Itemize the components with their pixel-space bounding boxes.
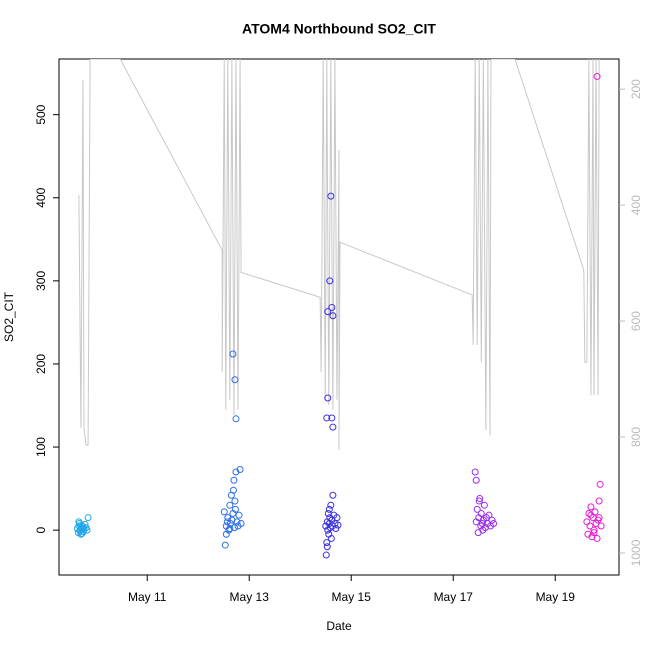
point [226,501,234,509]
point [79,525,87,533]
point [329,491,337,499]
point [477,510,485,518]
point [236,465,244,473]
point [479,526,487,534]
y2-tick-label: 200 [629,79,643,99]
plot-frame [58,58,620,576]
point [220,508,228,516]
point [231,505,239,513]
x-tick-label: May 17 [434,590,474,604]
point [83,526,91,534]
point [323,414,331,422]
x-tick-label: May 19 [536,590,576,604]
point [237,519,245,527]
point [323,543,331,551]
point [229,486,237,494]
y-tick-label: 300 [34,271,48,291]
point [595,514,603,522]
x-tick-label: May 13 [230,590,270,604]
point [235,511,243,519]
point [323,539,331,547]
point [485,511,493,519]
point [476,495,484,503]
point [232,415,240,423]
point [231,497,239,505]
point [231,376,239,384]
point [230,524,238,532]
point [590,529,598,537]
point [222,530,230,538]
point [229,350,237,358]
point [326,277,334,285]
y-tick-label: 500 [34,104,48,124]
point [327,192,335,200]
point [221,541,229,549]
point [329,423,337,431]
point [480,501,488,509]
point [333,514,341,522]
point [596,480,604,488]
point [593,534,601,542]
point [595,497,603,505]
point [488,516,496,524]
y-tick-label: 200 [34,354,48,374]
point [471,468,479,476]
point [585,510,593,518]
point [233,518,241,526]
point [587,511,595,519]
point [327,534,335,542]
point [324,308,332,316]
point [328,303,336,311]
chart-title: ATOM4 Northbound SO2_CIT [242,21,436,37]
y-tick-label: 400 [34,187,48,207]
y2-tick-label: 800 [629,427,643,447]
point [327,501,335,509]
point [84,514,92,522]
point [472,476,480,484]
point [226,519,234,527]
point [590,526,598,534]
x-tick-label: May 15 [332,590,372,604]
point [328,414,336,422]
point [490,519,498,527]
point [75,518,83,526]
point [587,503,595,511]
y-tick-label: 0 [34,526,48,533]
point [475,497,483,505]
point [226,524,234,532]
y2-tick-label: 1000 [629,539,643,566]
point [230,476,238,484]
y-tick-label: 100 [34,437,48,457]
point [473,505,481,513]
point [593,72,601,80]
y2-tick-label: 400 [629,195,643,215]
point [586,522,594,530]
point [329,312,337,320]
y-axis-label: SO2_CIT [2,291,16,342]
x-axis-label: Date [326,619,352,633]
y2-tick-label: 600 [629,311,643,331]
point [334,521,342,529]
point [325,505,333,513]
point [322,551,330,559]
point [597,522,605,530]
point [324,394,332,402]
x-tick-label: May 11 [128,590,167,604]
